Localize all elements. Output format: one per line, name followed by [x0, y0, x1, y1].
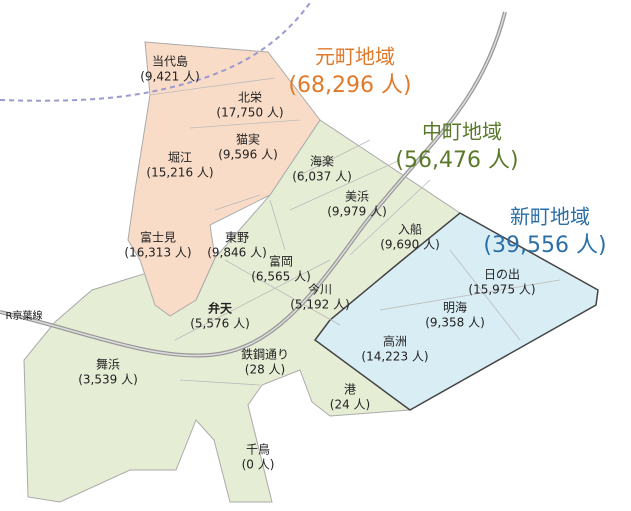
- district-borders: [149, 77, 561, 386]
- district-name: 日の出: [484, 268, 520, 282]
- district-population: (15,216 人): [146, 166, 213, 180]
- rail-label: R京葉線: [6, 309, 43, 322]
- district-population: (6,037 人): [292, 170, 352, 184]
- region-name: 元町地域: [315, 45, 395, 69]
- district-name: 入船: [398, 223, 422, 237]
- district-population: (16,313 人): [124, 246, 191, 260]
- region-name: 中町地域: [422, 120, 502, 144]
- region-population: (56,476 人): [395, 148, 518, 173]
- district-population: (9,979 人): [327, 205, 387, 219]
- district-population: (9,596 人): [218, 148, 278, 162]
- district-name: 富士見: [140, 230, 176, 245]
- region-population: (39,556 人): [483, 233, 606, 258]
- district-population: (9,358 人): [425, 316, 485, 330]
- district-population: (28 人): [245, 363, 285, 377]
- district-population: (17,750 人): [216, 106, 283, 120]
- district-name: 舞浜: [96, 358, 120, 372]
- district-name: 鉄鋼通り: [241, 347, 289, 362]
- rail-line-inner: [0, 11, 506, 357]
- district-name: 今川: [308, 282, 332, 297]
- district-name: 北栄: [238, 91, 262, 105]
- boundary-dashed: [0, 0, 313, 102]
- district-name: 港: [344, 383, 356, 397]
- district-name: 明海: [443, 300, 467, 315]
- district-name: 高洲: [383, 334, 407, 349]
- district-population: (9,846 人): [207, 246, 267, 260]
- district-name: 富岡: [269, 254, 293, 269]
- district-name: 猫実: [236, 132, 260, 147]
- region-population: (68,296 人): [288, 73, 411, 98]
- district-population: (9,421 人): [140, 70, 200, 84]
- district-population: (0 人): [242, 458, 275, 472]
- district-population: (14,223 人): [361, 350, 428, 364]
- district-population: (6,565 人): [251, 270, 311, 284]
- shinmachi-area: [313, 212, 599, 411]
- district-name: 千鳥: [246, 442, 270, 457]
- district-population: (3,539 人): [78, 373, 138, 387]
- district-name: 当代島: [152, 54, 188, 69]
- district-population: (5,192 人): [290, 298, 350, 312]
- district-population: (9,690 人): [380, 238, 440, 252]
- district-name: 堀江: [168, 150, 192, 165]
- district-population: (5,576 人): [190, 317, 250, 331]
- district-population: (24 人): [330, 398, 370, 412]
- district-name: 弁天: [208, 301, 233, 316]
- motomachi-area: [127, 41, 321, 317]
- district-name: 東野: [225, 231, 249, 245]
- district-name: 美浜: [345, 190, 369, 204]
- district-population: (15,975 人): [468, 283, 535, 297]
- district-name: 海楽: [310, 154, 334, 169]
- region-name: 新町地域: [510, 205, 590, 229]
